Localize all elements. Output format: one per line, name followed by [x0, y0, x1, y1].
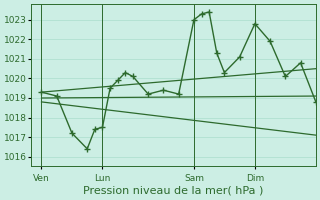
- X-axis label: Pression niveau de la mer( hPa ): Pression niveau de la mer( hPa ): [84, 186, 264, 196]
